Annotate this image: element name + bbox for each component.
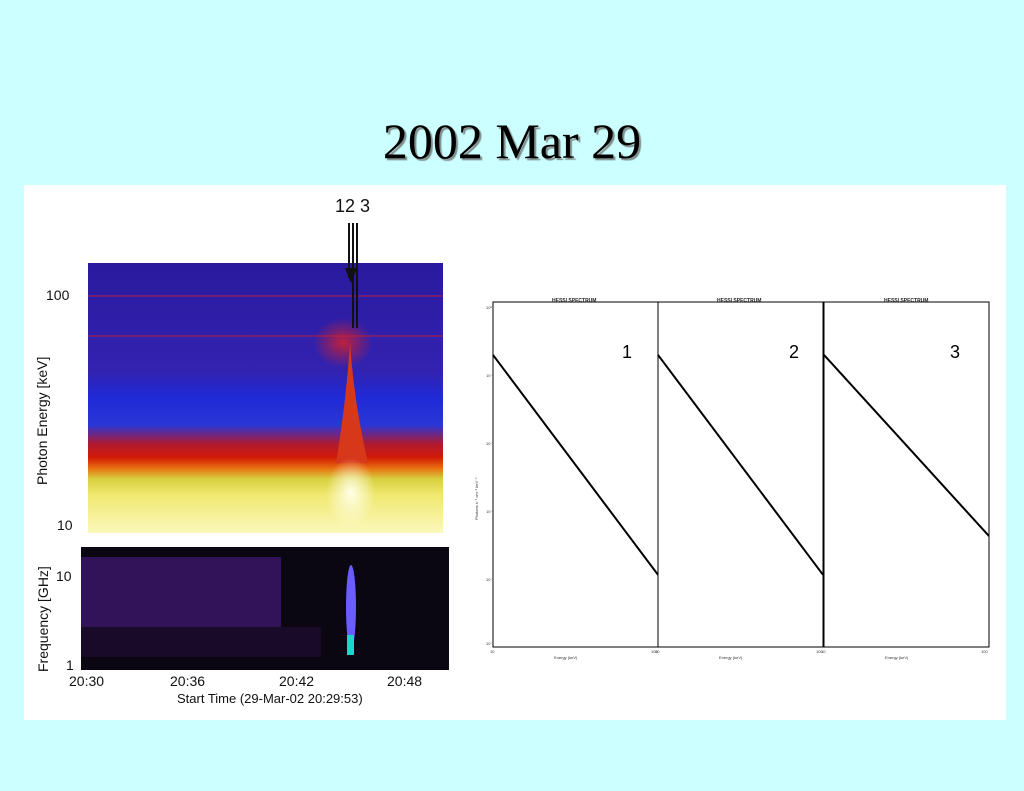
radio-xtick-4: 20:48	[387, 673, 423, 689]
xray-red-blob	[313, 318, 373, 368]
spectrum-label-2: 2	[789, 342, 800, 362]
spectrum-xlabel-3: Energy (keV)	[885, 655, 909, 660]
xray-spectrogram	[88, 223, 443, 533]
radio-burst	[346, 565, 356, 649]
spectrum-title-3: HESSI SPECTRUM	[884, 298, 929, 304]
spectrum-xtick-max-1: 100	[651, 649, 658, 654]
xray-tick-10: 10	[57, 517, 73, 533]
spectrum-fit-line-2	[657, 354, 824, 576]
spectrum-label-3: 3	[950, 342, 961, 362]
spectrum-xlabel-1: Energy (keV)	[554, 655, 578, 660]
radio-band-upper	[81, 557, 281, 627]
xray-ylabel: Photon Energy [keV]	[34, 356, 50, 485]
radio-xtick-3: 20:42	[279, 673, 315, 689]
spectrum-ytick-4: 10⁻⁶	[486, 509, 495, 514]
spectrum-xtick-max-3: 100	[981, 649, 988, 654]
spectrum-label-1: 1	[622, 342, 633, 362]
spectrum-xtick-min-3: 10	[821, 649, 826, 654]
spectrum-ytick-5: 10⁻⁸	[486, 577, 495, 582]
spectrum-xtick-max-2: 100	[816, 649, 823, 654]
xray-background	[88, 263, 443, 533]
arrow-label: 12 3	[335, 196, 370, 217]
spectrum-panel-2	[657, 301, 824, 648]
arrow-label-right: 3	[360, 196, 371, 216]
radio-ylabel: Frequency [GHz]	[35, 566, 51, 672]
radio-xlabel: Start Time (29-Mar-02 20:29:53)	[177, 691, 363, 706]
radio-spectrogram	[81, 547, 449, 670]
spectrum-ytick-3: 10⁻⁴	[486, 441, 495, 446]
radio-tick-1: 1	[66, 657, 74, 673]
xray-burst-spike	[336, 343, 368, 463]
radio-band-lower	[81, 627, 321, 657]
figure-panel: 12 3	[24, 185, 1006, 720]
spectrum-xtick-min-2: 10	[655, 649, 660, 654]
radio-xtick-2: 20:36	[170, 673, 206, 689]
spectrum-ytick-6: 10⁻¹⁰	[486, 641, 496, 646]
xray-arrow-shaft-1	[348, 223, 350, 278]
spectrum-title-1: HESSI SPECTRUM	[552, 298, 597, 304]
xray-tick-100: 100	[46, 287, 70, 303]
arrow-label-left: 12	[335, 196, 356, 216]
spectrum-fit-line-3	[823, 354, 990, 537]
spectrum-xlabel-2: Energy (keV)	[719, 655, 743, 660]
spectrum-ytick-2: 10⁻²	[486, 373, 494, 378]
radio-tick-10: 10	[56, 568, 72, 584]
xray-burst-glow	[326, 458, 376, 528]
spectrum-panel-1	[492, 301, 659, 648]
spectrum-ylabel: Photons s⁻¹ cm⁻² keV⁻¹	[474, 477, 479, 520]
spectrum-panel-3	[823, 301, 990, 648]
xray-arrow-shaft-3	[356, 223, 358, 328]
spectrum-title-2: HESSI SPECTRUM	[717, 298, 762, 304]
radio-xtick-1: 20:30	[69, 673, 105, 689]
xray-arrow-head	[345, 268, 357, 283]
spectrum-fit-line-1	[492, 354, 659, 576]
spectrum-xtick-min-1: 10	[490, 649, 495, 654]
spectrum-ytick-1: 10⁰	[486, 305, 493, 310]
radio-burst-core	[347, 635, 354, 655]
slide-title: 2002 Mar 29	[382, 113, 642, 169]
